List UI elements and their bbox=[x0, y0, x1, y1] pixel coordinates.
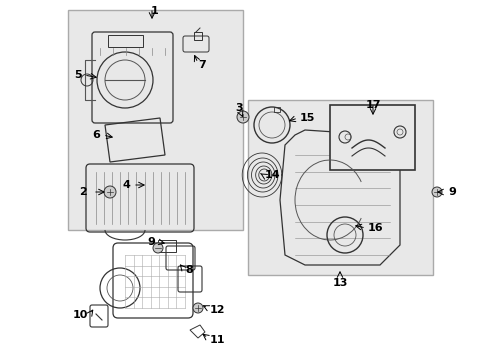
Circle shape bbox=[193, 303, 203, 313]
Text: 5: 5 bbox=[74, 70, 82, 80]
Text: 17: 17 bbox=[365, 100, 380, 110]
Text: 11: 11 bbox=[209, 335, 225, 345]
Text: 7: 7 bbox=[198, 60, 205, 70]
Text: 4: 4 bbox=[122, 180, 130, 190]
Bar bbox=[194, 32, 202, 40]
Bar bbox=[158, 240, 176, 252]
Bar bbox=[108, 35, 142, 47]
Text: 13: 13 bbox=[332, 278, 347, 288]
Bar bbox=[68, 10, 243, 230]
Circle shape bbox=[237, 111, 248, 123]
Text: 2: 2 bbox=[79, 187, 87, 197]
Text: 6: 6 bbox=[92, 130, 100, 140]
Text: 8: 8 bbox=[184, 265, 192, 275]
Circle shape bbox=[153, 243, 163, 253]
Bar bbox=[329, 105, 414, 170]
Text: 16: 16 bbox=[367, 223, 383, 233]
Text: 9: 9 bbox=[447, 187, 455, 197]
Bar bbox=[273, 107, 280, 112]
Circle shape bbox=[431, 187, 441, 197]
Circle shape bbox=[104, 186, 116, 198]
Text: 14: 14 bbox=[264, 170, 280, 180]
Text: 12: 12 bbox=[209, 305, 225, 315]
Text: 10: 10 bbox=[73, 310, 88, 320]
Text: 15: 15 bbox=[299, 113, 315, 123]
Text: 9: 9 bbox=[147, 237, 155, 247]
Text: 3: 3 bbox=[235, 103, 243, 113]
Text: 1: 1 bbox=[151, 6, 159, 16]
Bar bbox=[247, 100, 432, 275]
